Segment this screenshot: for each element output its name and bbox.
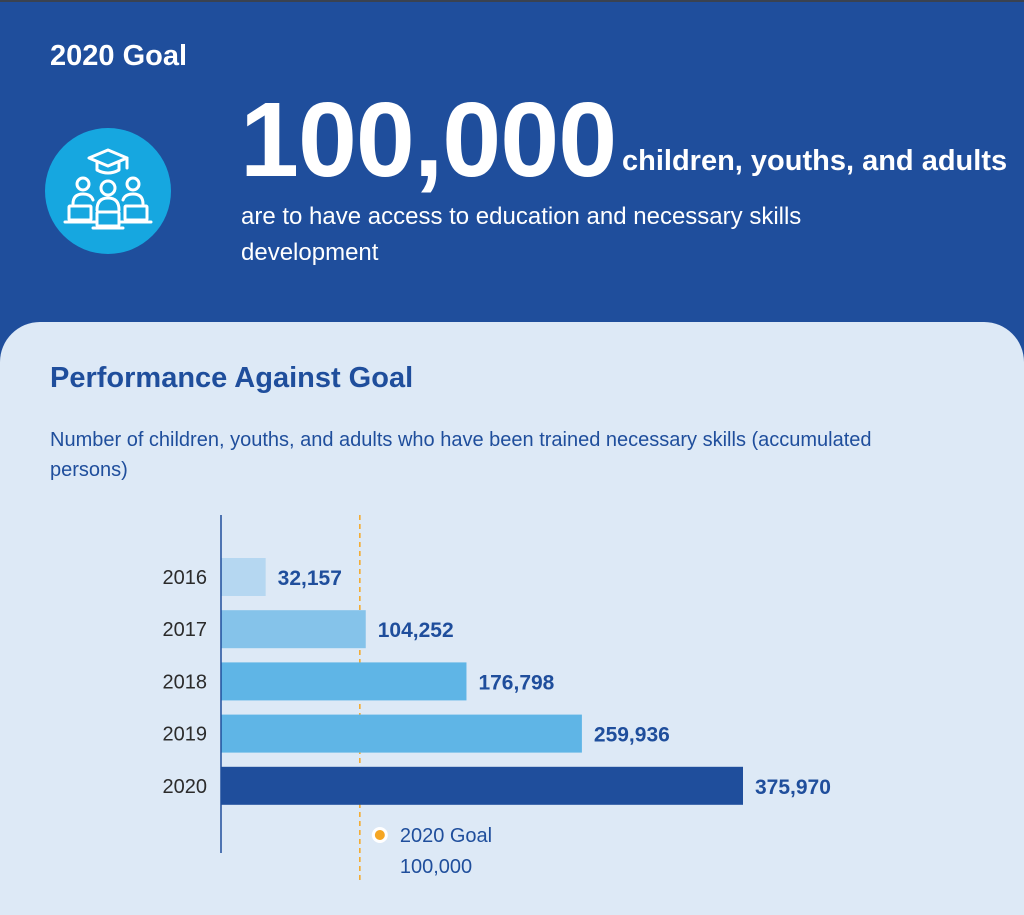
bar-2017 <box>221 610 366 649</box>
goal-banner: 2020 Goal <box>0 2 1024 362</box>
data-label-2017: 104,252 <box>378 619 454 642</box>
goal-number-tail: children, youths, and adults <box>622 145 1008 177</box>
bar-2018 <box>221 662 467 701</box>
bar-2020 <box>221 766 743 805</box>
goal-label: 2020 Goal <box>400 825 492 847</box>
goal-value: 100,000 <box>400 856 472 878</box>
data-label-2020: 375,970 <box>755 776 831 799</box>
bar-2016 <box>221 558 266 596</box>
goal-label: 2020 Goal <box>50 40 188 72</box>
y-tick-label-2016: 2016 <box>163 567 208 589</box>
goal-marker-dot <box>374 830 385 840</box>
y-tick-label-2020: 2020 <box>163 776 208 798</box>
bar-2019 <box>221 714 582 753</box>
data-label-2016: 32,157 <box>278 567 342 590</box>
y-tick-label-2019: 2019 <box>163 724 208 746</box>
goal-number: 100,000 <box>240 81 617 199</box>
section-title: Performance Against Goal <box>50 362 414 394</box>
data-label-2019: 259,936 <box>594 724 670 747</box>
students-graduation-icon <box>45 128 171 254</box>
y-tick-label-2018: 2018 <box>163 671 208 693</box>
goal-description: are to have access to education and nece… <box>241 203 802 266</box>
y-tick-label-2017: 2017 <box>163 619 208 641</box>
section-subtitle: Number of children, youths, and adults w… <box>50 429 872 481</box>
data-label-2018: 176,798 <box>478 671 554 694</box>
performance-panel <box>0 322 1024 915</box>
